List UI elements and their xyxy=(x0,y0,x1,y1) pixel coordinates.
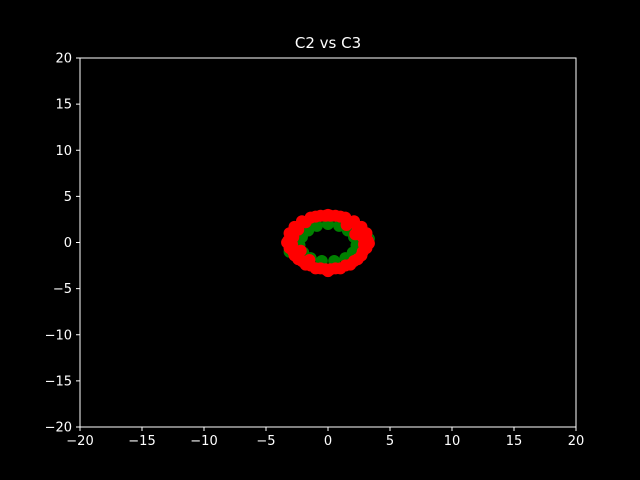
x-tick-label: 0 xyxy=(324,434,332,449)
series-1-point-50 xyxy=(340,218,353,231)
y-tick-label: 15 xyxy=(55,98,72,113)
chart-title: C2 vs C3 xyxy=(295,34,361,52)
series-1-point-22 xyxy=(334,210,347,223)
y-tick-label: 10 xyxy=(55,144,72,159)
series-1-point-44 xyxy=(322,208,334,221)
y-tick-label: −20 xyxy=(45,421,72,436)
y-axis: −20 −15 −10 −5 0 5 10 15 20 xyxy=(45,52,80,436)
x-tick-label: 15 xyxy=(506,434,523,449)
x-tick-label: 10 xyxy=(444,434,461,449)
x-tick-label: −20 xyxy=(66,434,93,449)
y-tick-label: −15 xyxy=(45,374,72,389)
series-1-point-46 xyxy=(362,237,375,250)
series-1-point-48 xyxy=(349,228,362,241)
x-tick-label: −10 xyxy=(190,434,217,449)
series-1-point-36 xyxy=(334,262,347,275)
plot-frame xyxy=(79,57,577,428)
series-1-point-51 xyxy=(303,254,316,267)
y-tick-label: 20 xyxy=(55,52,72,67)
points-layer xyxy=(281,208,375,278)
series-1-point-49 xyxy=(294,244,307,257)
y-tick-label: 0 xyxy=(64,236,72,251)
x-tick-label: −15 xyxy=(128,434,155,449)
y-tick-label: 5 xyxy=(64,190,72,205)
x-axis: −20 −15 −10 −5 0 5 10 15 20 xyxy=(66,427,584,449)
series-1-point-47 xyxy=(281,236,294,249)
x-tick-label: 20 xyxy=(568,434,585,449)
y-tick-label: −10 xyxy=(45,328,72,343)
series-1-point-45 xyxy=(322,265,334,278)
x-tick-label: −5 xyxy=(256,434,275,449)
x-tick-label: 5 xyxy=(386,434,394,449)
series-0-point-14 xyxy=(310,219,323,232)
y-tick-label: −5 xyxy=(53,282,72,297)
